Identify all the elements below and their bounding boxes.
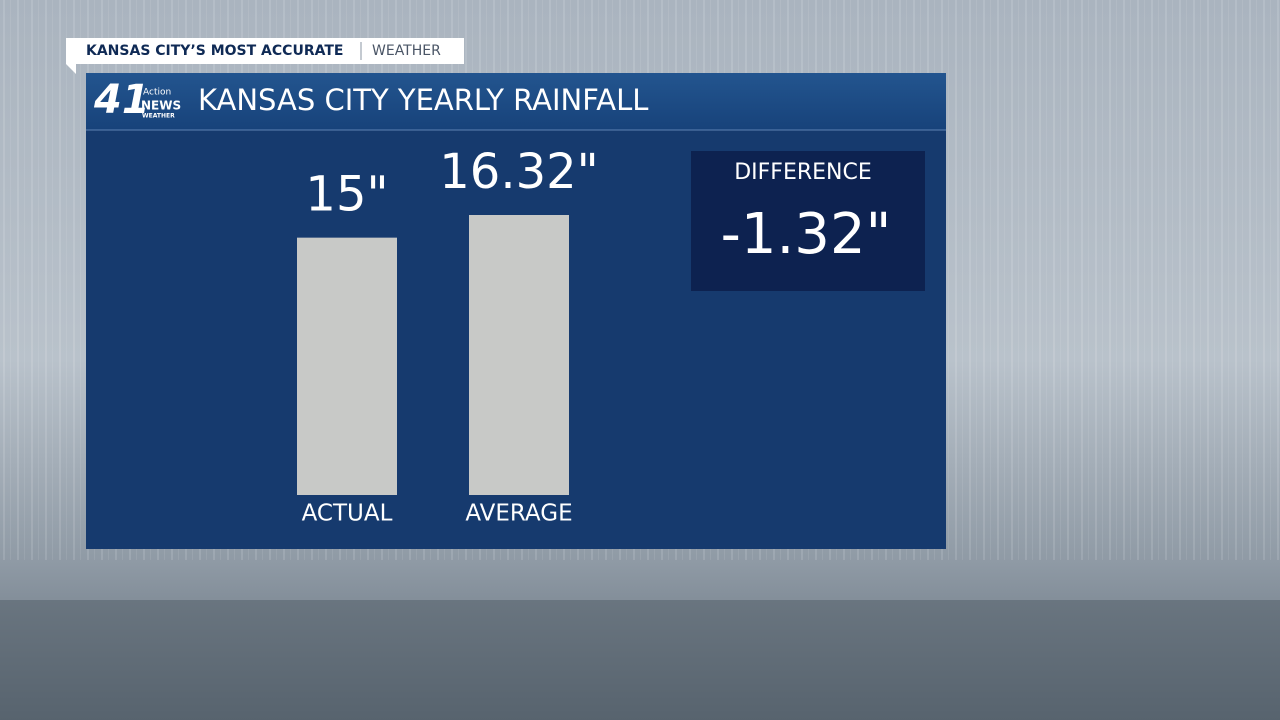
logo-line1: Action (143, 88, 171, 98)
ground (0, 600, 1280, 720)
header-section: WEATHER (372, 43, 441, 59)
value-label: 16.32" (439, 144, 599, 200)
logo-line2: NEWS (141, 99, 181, 113)
category-label: AVERAGE (465, 501, 572, 527)
logo-line3: WEATHER (142, 113, 175, 120)
category-label: ACTUAL (302, 501, 393, 527)
difference-label: DIFFERENCE (734, 160, 872, 185)
bar (469, 215, 569, 495)
logo-number: 41 (93, 77, 150, 123)
difference-box (691, 151, 925, 291)
header-tagline: KANSAS CITY’S MOST ACCURATE (86, 43, 343, 59)
header-tag-tail (66, 64, 76, 74)
value-label: 15" (305, 167, 388, 223)
title-bar (86, 73, 946, 130)
header-tag (66, 38, 464, 64)
bar (297, 237, 397, 495)
difference-value: -1.32" (721, 202, 892, 267)
chart-title: KANSAS CITY YEARLY RAINFALL (198, 83, 648, 117)
